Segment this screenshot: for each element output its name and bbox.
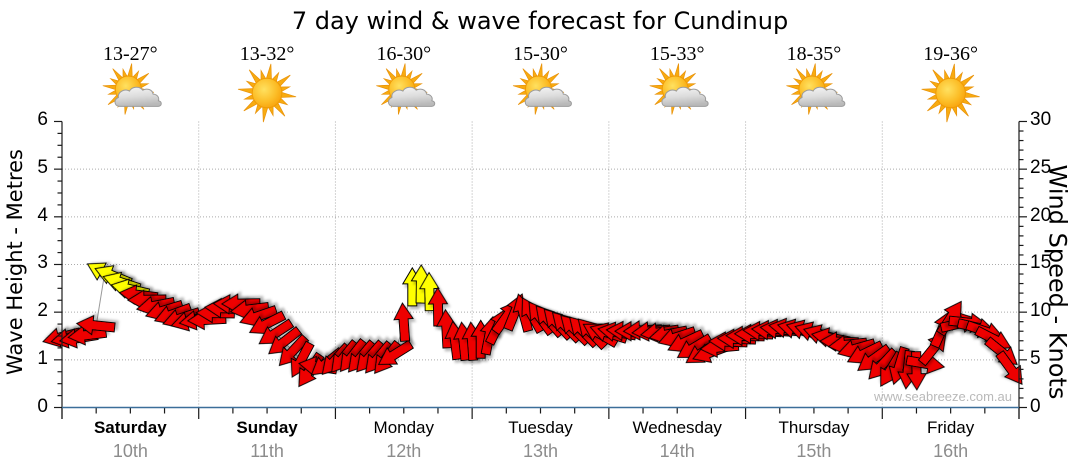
wind-speed-tick-label: 10	[1030, 300, 1052, 322]
cloud-shape	[388, 86, 436, 107]
day-date: 14th	[659, 441, 695, 461]
weather-icon-sun-cloud	[376, 63, 436, 115]
weather-icon-sun-cloud	[649, 63, 709, 115]
weather-icon-sun	[237, 63, 297, 123]
day-date: 15th	[796, 441, 832, 461]
temperature-range: 15-30°	[513, 43, 568, 65]
sun-rays	[921, 63, 980, 123]
cloud-shape	[524, 86, 572, 107]
wave-height-tick-label: 0	[37, 395, 48, 417]
wave-height-tick-label: 6	[37, 109, 48, 131]
day-date: 10th	[112, 441, 148, 461]
wind-speed-tick-label: 15	[1030, 252, 1052, 274]
wave-height-tick-label: 2	[37, 300, 48, 322]
wave-height-tick-label: 3	[37, 252, 48, 274]
weather-icon-sun-cloud	[102, 63, 162, 115]
day-name: Wednesday	[632, 418, 722, 437]
day-date: 13th	[522, 441, 559, 461]
wind-arrow	[377, 339, 414, 365]
temperature-range: 18-35°	[786, 43, 842, 65]
day-date: 12th	[386, 441, 422, 461]
wave-height-tick-label: 4	[37, 204, 48, 226]
cloud-shape	[661, 86, 709, 107]
sun-disc	[935, 77, 966, 109]
wind-arrows	[42, 262, 1023, 391]
cloud-shape	[114, 86, 162, 107]
day-date: 11th	[250, 441, 284, 461]
wave-height-tick-label: 1	[37, 347, 48, 369]
weather-icons	[102, 63, 980, 123]
watermark: www.seabreeze.com.au	[873, 389, 1012, 404]
day-date: 16th	[933, 441, 969, 461]
wind-speed-tick-label: 5	[1030, 347, 1041, 369]
day-name: Saturday	[93, 418, 167, 437]
sun-rays	[237, 63, 297, 123]
temperature-range: 15-33°	[649, 43, 705, 65]
temperature-range: 13-32°	[239, 43, 295, 65]
cloud-shape	[798, 86, 846, 107]
day-name: Sunday	[236, 418, 298, 437]
weather-icon-sun-cloud	[786, 63, 846, 115]
wave-height-tick-label: 5	[37, 157, 48, 179]
weather-icon-sun	[921, 63, 980, 123]
day-name: Thursday	[778, 418, 850, 437]
temperature-range: 16-30°	[376, 43, 432, 65]
temperature-range: 13-27°	[103, 43, 158, 65]
wind-arrow	[906, 351, 927, 391]
temperature-range: 19-36°	[923, 43, 978, 65]
day-name: Tuesday	[508, 418, 573, 437]
wind-speed-axis-title: Wind Speed - Knots	[1043, 164, 1072, 400]
chart-title: 7 day wind & wave forecast for Cundinup	[291, 7, 789, 35]
wind-arrow	[75, 314, 116, 336]
sun-disc	[251, 77, 283, 109]
day-name: Monday	[373, 418, 435, 437]
wind-speed-tick-label: 30	[1030, 109, 1052, 131]
wind-speed-tick-label: 25	[1030, 157, 1052, 179]
wind-speed-tick-label: 20	[1030, 204, 1052, 226]
wind-arrow	[393, 302, 414, 342]
axes	[54, 120, 1027, 419]
weather-icon-sun-cloud	[512, 63, 572, 115]
day-name: Friday	[927, 418, 975, 437]
wind-speed-tick-label: 0	[1030, 395, 1041, 417]
